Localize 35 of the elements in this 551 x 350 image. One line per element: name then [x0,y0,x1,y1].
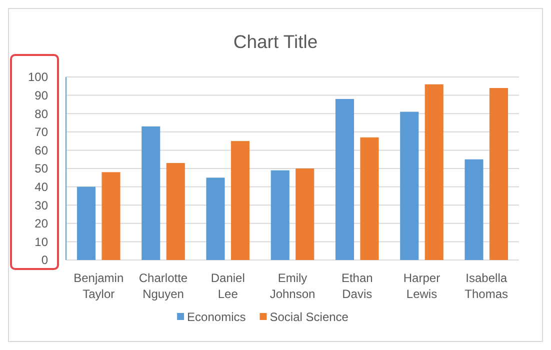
bar [206,178,225,260]
y-tick-label: 90 [34,88,48,102]
y-tick-label: 50 [34,162,48,176]
bar [102,172,120,260]
x-tick-label: Isabella Thomas [464,271,508,301]
y-tick-label: 100 [28,70,48,84]
bar [360,137,379,260]
bar [270,170,290,260]
y-tick-label: 70 [34,125,48,140]
x-tick-label: Benjamin Taylor [74,271,124,301]
bar [230,141,250,260]
bar [335,98,354,260]
y-tick-label: 20 [34,216,48,231]
x-tick-label: Emily Johnson [270,271,316,301]
x-tick-label: Harper Lewis [403,271,440,301]
y-tick-label: 80 [34,106,48,121]
bar [489,88,508,260]
y-tick-label: 30 [34,198,48,212]
bar [296,168,314,260]
bar [424,84,444,260]
legend-label: Social Science [270,310,349,324]
chart-title: Chart Title [233,31,318,52]
y-tick-label: 10 [34,234,48,249]
y-tick-label: 40 [34,180,48,194]
bar [166,163,185,260]
legend-label: Economics [187,310,246,324]
x-tick-label: Daniel Lee [210,271,245,301]
y-tick-label: 0 [41,253,48,268]
bar [400,112,419,260]
y-tick-label: 60 [34,143,48,158]
bar [76,186,96,260]
bar [142,126,160,260]
bar [464,159,484,260]
x-tick-label: Ethan Davis [341,271,373,301]
x-tick-label: Charlotte Nguyen [138,271,188,301]
